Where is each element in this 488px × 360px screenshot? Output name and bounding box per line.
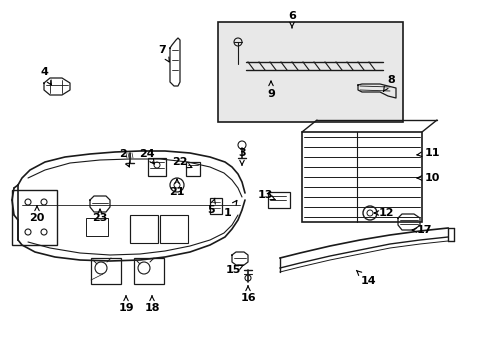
Text: 11: 11: [416, 148, 439, 158]
Text: 21: 21: [169, 179, 184, 197]
Bar: [185, 162, 200, 176]
Text: 4: 4: [40, 67, 51, 85]
Text: 20: 20: [29, 206, 44, 223]
Text: 15: 15: [225, 265, 243, 275]
Text: 2: 2: [119, 149, 129, 167]
Text: 5: 5: [207, 198, 215, 215]
Text: 3: 3: [238, 148, 245, 165]
Text: 17: 17: [411, 225, 431, 235]
Bar: [160, 215, 187, 243]
Text: 16: 16: [240, 286, 255, 303]
Bar: [218, 22, 402, 122]
Text: 8: 8: [383, 75, 394, 91]
Text: 12: 12: [373, 208, 393, 218]
Text: 9: 9: [266, 81, 274, 99]
Text: 22: 22: [172, 157, 191, 168]
Text: 23: 23: [92, 209, 107, 223]
Bar: [12, 190, 57, 245]
Bar: [130, 215, 158, 243]
Bar: [91, 258, 121, 284]
Bar: [134, 258, 163, 284]
Text: 7: 7: [158, 45, 169, 62]
Bar: [267, 192, 289, 208]
Text: 19: 19: [118, 296, 134, 313]
Text: 24: 24: [139, 149, 155, 164]
Text: 1: 1: [224, 201, 236, 218]
Text: 13: 13: [257, 190, 275, 200]
Bar: [209, 198, 222, 214]
Bar: [148, 158, 165, 176]
Text: 18: 18: [144, 296, 160, 313]
Text: 10: 10: [416, 173, 439, 183]
Bar: [302, 132, 421, 222]
Bar: [86, 218, 108, 236]
Text: 14: 14: [356, 270, 375, 286]
Text: 6: 6: [287, 11, 295, 28]
